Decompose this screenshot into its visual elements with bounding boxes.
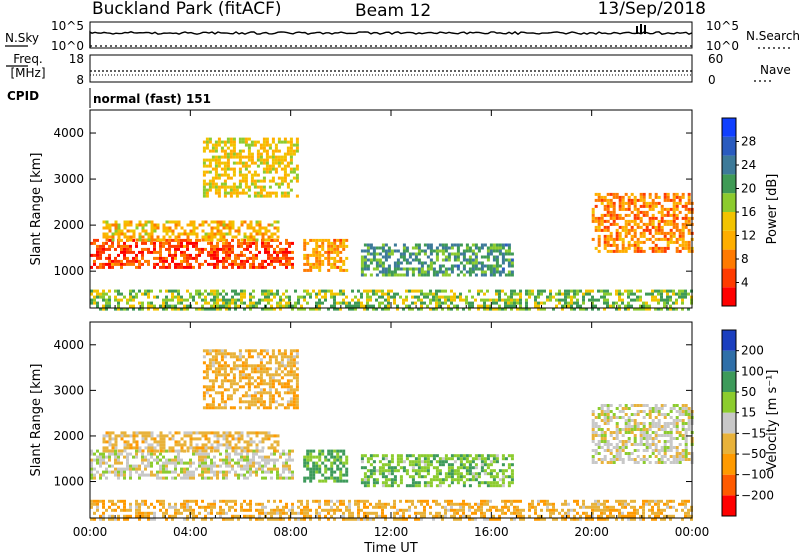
echo-region — [202, 349, 299, 410]
colorbar-swatch — [722, 392, 736, 413]
colorbar-swatch — [722, 454, 736, 475]
echo-region — [90, 289, 693, 311]
y-tick-label: 2000 — [53, 218, 84, 232]
echo-region — [102, 220, 280, 242]
noise-panel: N.Sky 10^5 10^0 10^5 10^0 N.Search — [5, 19, 800, 53]
y-tick-label: 1000 — [53, 475, 84, 489]
power-ylabel: Slant Range [km] — [29, 153, 44, 266]
colorbar-swatch — [722, 287, 736, 306]
x-tick-label: 00:00 — [73, 525, 108, 539]
x-axis-label: Time UT — [363, 541, 417, 554]
colorbar-swatch — [722, 249, 736, 269]
colorbar-swatch — [722, 118, 736, 137]
x-tick-label: 00:00 — [675, 525, 710, 539]
x-tick-label: 16:00 — [474, 525, 509, 539]
colorbar-tick-label: 200 — [741, 344, 764, 358]
y-tick-label: 3000 — [53, 383, 84, 397]
echo-region — [303, 238, 349, 272]
colorbar-swatch — [722, 433, 736, 454]
colorbar-swatch — [722, 474, 736, 496]
freq-tick-top: 18 — [69, 52, 84, 66]
colorbar-tick-label: −200 — [741, 488, 774, 502]
colorbar-tick-label: 100 — [741, 364, 764, 378]
cpid-text: normal (fast) 151 — [93, 92, 211, 106]
colorbar-tick-label: 15 — [741, 406, 756, 420]
x-tick-label: 08:00 — [273, 525, 308, 539]
freq-unit: [MHz] — [10, 66, 45, 80]
colorbar-tick-label: 50 — [741, 385, 756, 399]
nave-label: Nave — [760, 63, 791, 77]
colorbar-swatch — [722, 412, 736, 434]
y-tick-label: 4000 — [53, 338, 84, 352]
power-echoes — [90, 137, 694, 311]
nsky-tick-top: 10^5 — [51, 19, 84, 33]
colorbar-tick-label: 24 — [741, 158, 756, 172]
velocity-colorbar: 200 100 50 15 −15 −50 −100 −200 — [721, 329, 774, 517]
freq-tick-bottom: 8 — [76, 73, 84, 87]
cpid-label: CPID — [7, 89, 39, 103]
echo-region — [90, 499, 693, 521]
velocity-panel: 1000 2000 3000 4000 Slant Range [km] 200 100… — [29, 321, 780, 521]
echo-region — [360, 454, 514, 488]
nsky-trace — [89, 30, 693, 48]
colorbar-tick-label: 16 — [741, 205, 756, 219]
freq-panel: Freq. [MHz] 18 8 60 0 Nave — [6, 52, 791, 87]
y-tick-label: 3000 — [53, 172, 84, 186]
power-colorbar-label: Power [dB] — [765, 174, 780, 245]
nave-tick-bottom: 0 — [708, 73, 716, 87]
colorbar-tick-label: −50 — [741, 447, 766, 461]
echo-region — [102, 431, 280, 453]
colorbar-swatch — [722, 495, 736, 516]
echo-region — [90, 238, 294, 269]
colorbar-tick-label: 28 — [741, 135, 756, 149]
echo-region — [202, 137, 299, 198]
beam-label: Beam 12 — [355, 1, 431, 21]
date-label: 13/Sep/2018 — [598, 0, 706, 19]
colorbar-tick-label: 20 — [741, 182, 756, 196]
colorbar-swatch — [722, 268, 736, 288]
colorbar-swatch — [722, 330, 736, 351]
colorbar-swatch — [722, 193, 736, 212]
echo-region — [360, 243, 514, 277]
nave-tick-top: 60 — [708, 52, 723, 66]
echo-region — [90, 449, 294, 480]
colorbar-swatch — [722, 230, 736, 250]
nsearch-label: N.Search — [746, 29, 800, 43]
y-tick-label: 1000 — [53, 264, 84, 278]
colorbar-tick-label: 12 — [741, 229, 756, 243]
velocity-echoes — [90, 349, 694, 521]
nsky-label: N.Sky — [5, 31, 39, 45]
y-tick-label: 4000 — [53, 126, 84, 140]
x-tick-label: 12:00 — [374, 525, 409, 539]
velocity-colorbar-label: Velocity [m s⁻¹] — [765, 370, 780, 471]
x-tick-label: 04:00 — [173, 525, 208, 539]
station-title: Buckland Park (fitACF) — [92, 0, 282, 19]
freq-label: Freq. — [13, 52, 43, 66]
nsearch-tick-bottom: 10^0 — [706, 39, 739, 53]
echo-region — [591, 192, 694, 253]
colorbar-swatch — [722, 371, 736, 392]
colorbar-swatch — [722, 350, 736, 372]
colorbar-tick-label: 4 — [741, 276, 749, 290]
power-panel: 1000 2000 3000 4000 Slant Range [km] 4 8 12 16… — [29, 109, 780, 311]
echo-region — [303, 449, 349, 483]
nsky-tick-bottom: 10^0 — [51, 39, 84, 53]
colorbar-tick-label: −100 — [741, 468, 774, 482]
colorbar-tick-label: −15 — [741, 426, 766, 440]
power-colorbar: 4 8 12 16 20 24 28 — [721, 117, 756, 307]
colorbar-swatch — [722, 136, 736, 156]
y-tick-label: 2000 — [53, 429, 84, 443]
velocity-ylabel: Slant Range [km] — [29, 364, 44, 477]
x-tick-label: 20:00 — [574, 525, 609, 539]
nsearch-tick-top: 10^5 — [706, 19, 739, 33]
colorbar-swatch — [722, 212, 736, 231]
colorbar-swatch — [722, 155, 736, 175]
colorbar-swatch — [722, 174, 736, 194]
colorbar-tick-label: 8 — [741, 252, 749, 266]
